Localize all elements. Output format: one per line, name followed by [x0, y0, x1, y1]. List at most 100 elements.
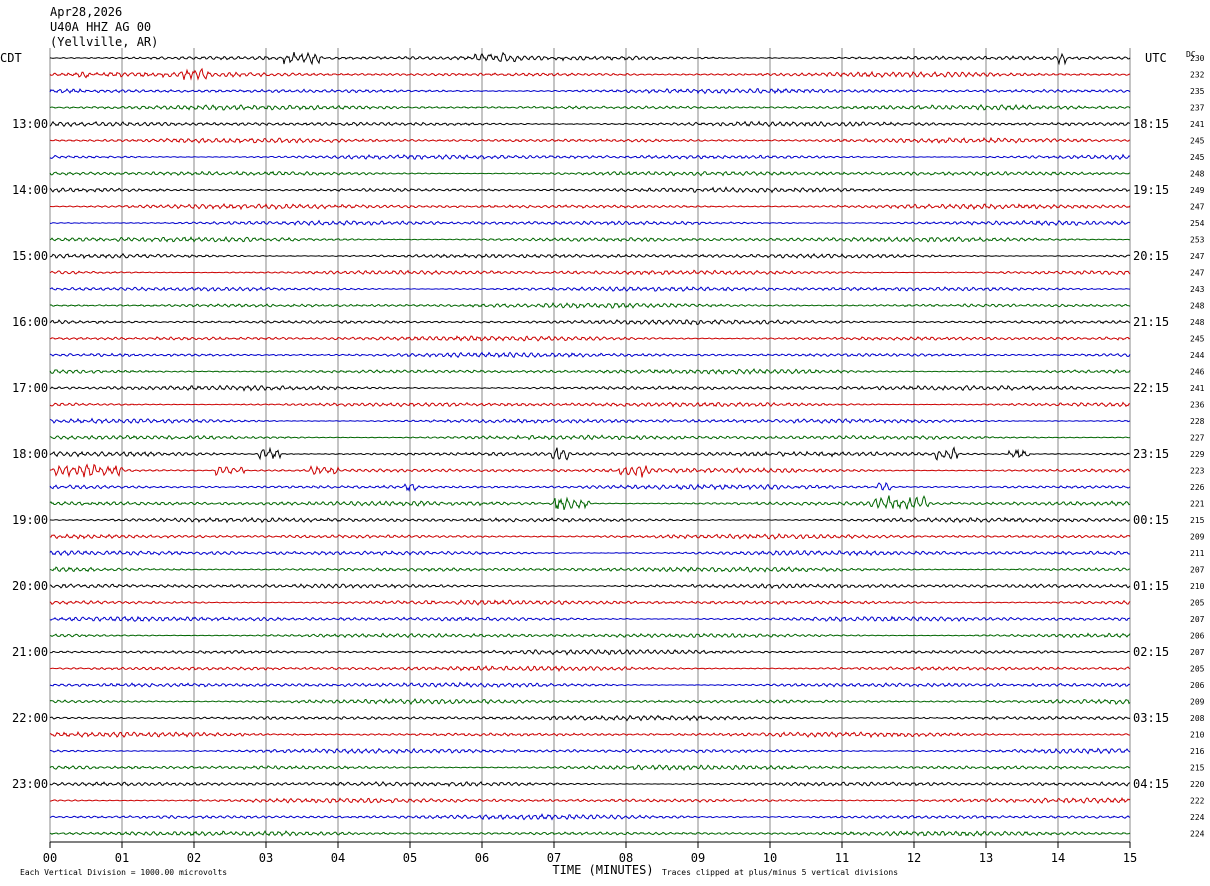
x-tick-label: 02 [187, 851, 201, 865]
dc-offset-label: 208 [1190, 714, 1205, 723]
seismic-trace [49, 434, 1131, 441]
x-axis-label: TIME (MINUTES) [552, 863, 653, 877]
time-label-group: 230 232 235 237 241 245 245 248 249 247 254 253 247 2… [12, 54, 1205, 839]
date-label: Apr28,2026 [50, 5, 122, 19]
dc-offset-label: 254 [1190, 219, 1205, 228]
dc-offset-label: 241 [1190, 120, 1205, 129]
dc-offset-label: 207 [1190, 648, 1205, 657]
left-hour-label: 19:00 [12, 513, 48, 527]
dc-label: DC [1186, 50, 1196, 59]
seismic-trace [49, 384, 1131, 392]
x-tick-label: 12 [907, 851, 921, 865]
dc-offset-label: 210 [1190, 731, 1205, 740]
dc-offset-label: 227 [1190, 434, 1205, 443]
right-hour-label: 01:15 [1133, 579, 1169, 593]
left-hour-label: 15:00 [12, 249, 48, 263]
seismic-trace [49, 417, 1131, 425]
seismic-trace [49, 781, 1131, 788]
seismic-trace [49, 566, 1131, 573]
seismic-trace [49, 549, 1131, 557]
trace-group [49, 51, 1131, 837]
seismic-trace [49, 533, 1131, 540]
clip-note: Traces clipped at plus/minus 5 vertical … [662, 868, 898, 877]
seismic-trace [49, 401, 1131, 408]
x-tick-label: 00 [43, 851, 57, 865]
left-hour-label: 14:00 [12, 183, 48, 197]
seismic-trace [49, 813, 1131, 821]
x-tick-label: 03 [259, 851, 273, 865]
right-hour-label: 04:15 [1133, 777, 1169, 791]
dc-offset-label: 248 [1190, 170, 1205, 179]
x-tick-label: 10 [763, 851, 777, 865]
seismic-trace [49, 136, 1131, 144]
seismic-trace [49, 698, 1131, 706]
seismic-trace [49, 269, 1131, 276]
dc-offset-label: 245 [1190, 153, 1205, 162]
x-tick-label: 15 [1123, 851, 1137, 865]
seismic-trace [49, 186, 1131, 194]
dc-offset-label: 206 [1190, 632, 1205, 641]
seismic-trace [49, 446, 1131, 461]
seismic-trace [49, 599, 1131, 606]
left-hour-label: 16:00 [12, 315, 48, 329]
seismic-trace [49, 319, 1131, 326]
right-hour-label: 20:15 [1133, 249, 1169, 263]
seismic-trace [49, 67, 1131, 81]
seismic-trace [49, 830, 1131, 837]
left-hour-label: 17:00 [12, 381, 48, 395]
dc-offset-label: 228 [1190, 417, 1205, 426]
dc-offset-label: 206 [1190, 681, 1205, 690]
x-tick-label: 14 [1051, 851, 1065, 865]
seismic-trace [49, 731, 1131, 739]
dc-offset-label: 236 [1190, 401, 1205, 410]
dc-offset-label: 222 [1190, 797, 1205, 806]
station-label: U40A HHZ AG 00 [50, 20, 151, 34]
dc-offset-label: 209 [1190, 698, 1205, 707]
dc-offset-label: 211 [1190, 549, 1205, 558]
seismic-trace [49, 51, 1131, 66]
dc-offset-label: 226 [1190, 483, 1205, 492]
right-hour-label: 02:15 [1133, 645, 1169, 659]
right-hour-label: 19:15 [1133, 183, 1169, 197]
seismic-trace [49, 482, 1131, 492]
seismic-trace [49, 170, 1131, 177]
dc-offset-label: 237 [1190, 104, 1205, 113]
left-hour-label: 22:00 [12, 711, 48, 725]
seismic-trace [49, 495, 1131, 510]
right-timezone-label: UTC [1145, 51, 1167, 65]
seismic-trace [49, 796, 1131, 805]
x-axis-ticks: 00 01 02 03 04 05 06 07 08 09 10 11 12 13 14 15 [43, 841, 1137, 865]
seismic-trace [49, 764, 1131, 771]
seismic-trace [49, 632, 1131, 639]
seismic-trace [49, 665, 1131, 673]
dc-offset-label: 223 [1190, 467, 1205, 476]
dc-offset-label: 247 [1190, 203, 1205, 212]
seismic-trace [49, 120, 1131, 128]
dc-offset-label: 207 [1190, 566, 1205, 575]
right-hour-label: 18:15 [1133, 117, 1169, 131]
right-hour-label: 22:15 [1133, 381, 1169, 395]
left-hour-label: 18:00 [12, 447, 48, 461]
x-tick-label: 13 [979, 851, 993, 865]
scale-note: Each Vertical Division = 1000.00 microvo… [20, 868, 227, 877]
dc-offset-label: 224 [1190, 830, 1205, 839]
x-tick-label: 04 [331, 851, 345, 865]
seismic-trace [49, 714, 1131, 722]
right-hour-label: 21:15 [1133, 315, 1169, 329]
dc-offset-label: 247 [1190, 252, 1205, 261]
x-tick-label: 01 [115, 851, 129, 865]
dc-offset-label: 248 [1190, 318, 1205, 327]
x-tick-label: 05 [403, 851, 417, 865]
dc-offset-label: 245 [1190, 137, 1205, 146]
seismic-trace [49, 681, 1131, 688]
seismic-trace [49, 615, 1131, 622]
x-tick-label: 07 [547, 851, 561, 865]
dc-offset-label: 229 [1190, 450, 1205, 459]
seismic-trace [49, 368, 1131, 375]
dc-offset-label: 246 [1190, 368, 1205, 377]
dc-offset-label: 209 [1190, 533, 1205, 542]
plot-grid [49, 48, 1131, 842]
seismic-trace [49, 335, 1131, 342]
dc-offset-label: 224 [1190, 813, 1205, 822]
